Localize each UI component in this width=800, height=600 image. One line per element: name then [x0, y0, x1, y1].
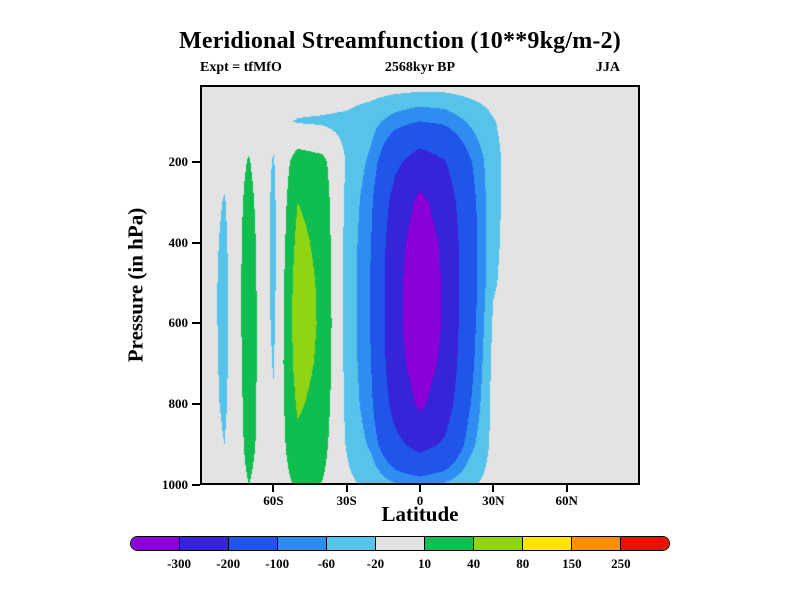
- colorbar-segment: [523, 537, 572, 550]
- colorbar-label: 80: [516, 556, 530, 571]
- x-tick-label: 30S: [336, 493, 357, 508]
- colorbar-label: 150: [562, 556, 582, 571]
- chart-title: Meridional Streamfunction (10**9kg/m-2): [179, 28, 621, 54]
- y-tick-label: 400: [168, 234, 189, 250]
- x-tick-mark: [565, 485, 568, 492]
- colorbar-segment: [229, 537, 278, 550]
- colorbar-label: -300: [167, 556, 191, 571]
- x-tick-mark: [345, 485, 348, 492]
- colorbar-label: 250: [611, 556, 631, 571]
- colorbar-segment: [278, 537, 327, 550]
- experiment-label: Expt = tfMfO: [200, 60, 282, 75]
- x-tick-mark: [492, 485, 495, 492]
- colorbar-segment: [131, 537, 180, 550]
- x-tick-mark: [419, 485, 421, 492]
- colorbar-label: 10: [418, 556, 432, 571]
- colorbar-segment: [425, 537, 474, 550]
- x-tick-mark: [272, 485, 275, 492]
- colorbar-label: 40: [467, 556, 481, 571]
- y-tick-label: 1000: [162, 477, 188, 492]
- colorbar-segment: [180, 537, 229, 550]
- colorbar-segment: [621, 537, 669, 550]
- y-tick-label: 200: [168, 153, 189, 169]
- y-tick-mark: [192, 484, 200, 486]
- season-label: JJA: [595, 60, 620, 75]
- y-axis-label: Pressure (in hPa): [123, 207, 148, 363]
- colorbar: [130, 536, 670, 551]
- colorbar-segment: [376, 537, 425, 550]
- y-tick-mark: [192, 241, 200, 244]
- colorbar-label: -200: [216, 556, 241, 571]
- x-tick-label: 0: [416, 493, 424, 508]
- colorbar-label: -20: [366, 556, 385, 571]
- contour-plot-canvas: [200, 85, 640, 485]
- x-tick-label: 60S: [263, 493, 284, 508]
- colorbar-segment: [572, 537, 621, 550]
- colorbar-label: -100: [265, 556, 290, 571]
- x-axis-label: Latitude: [381, 502, 459, 526]
- x-tick-label: 60N: [555, 493, 578, 508]
- y-tick-label: 800: [168, 396, 189, 412]
- y-tick-mark: [192, 403, 200, 406]
- colorbar-segment: [327, 537, 376, 550]
- colorbar-label: -60: [317, 556, 336, 571]
- y-tick-mark: [192, 160, 200, 163]
- y-tick-label: 600: [168, 315, 189, 331]
- x-tick-label: 30N: [482, 493, 505, 508]
- time-label: 2568kyr BP: [384, 60, 456, 75]
- colorbar-segment: [474, 537, 523, 550]
- y-tick-mark: [192, 322, 200, 325]
